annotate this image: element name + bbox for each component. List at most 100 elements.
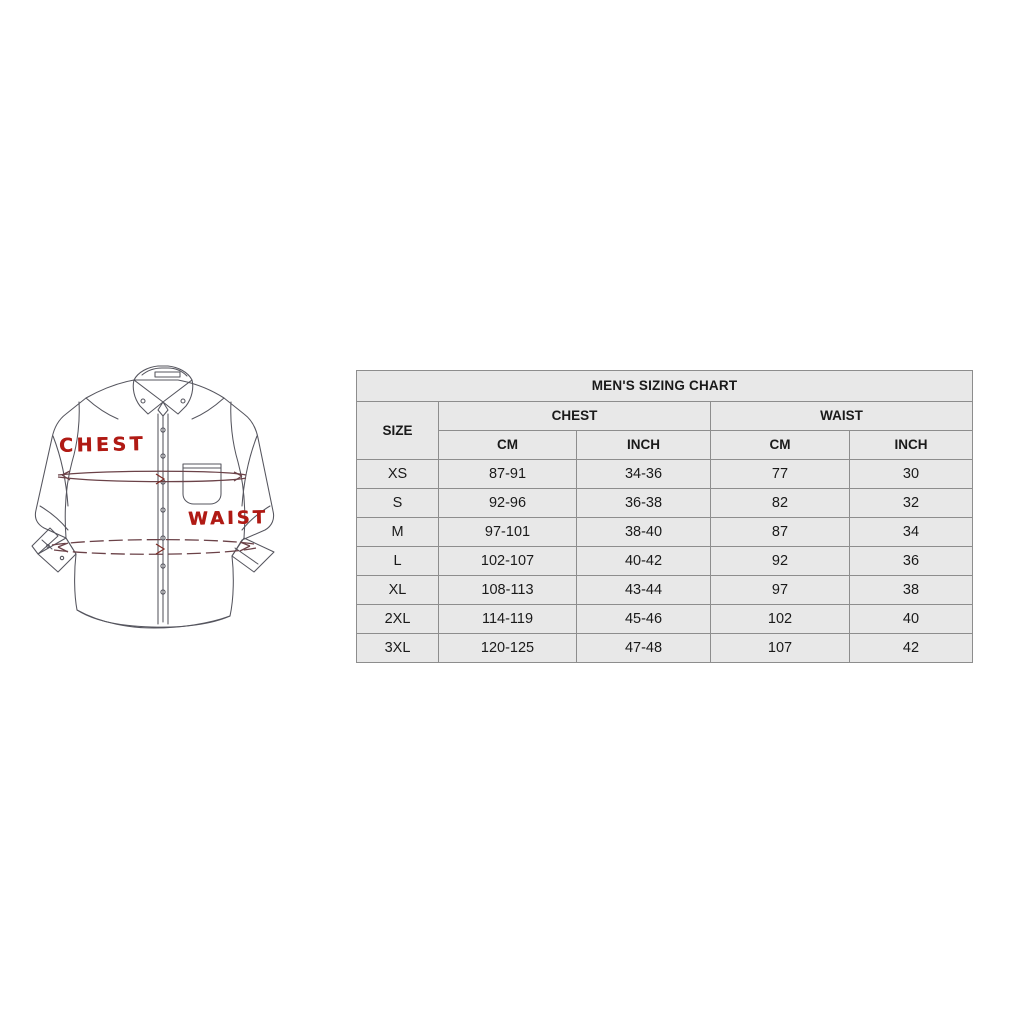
- table-header: MEN'S SIZING CHART SIZE CHEST WAIST CM I…: [356, 370, 973, 460]
- measurement-cell: 40: [849, 604, 973, 634]
- measurement-cell: 92-96: [438, 488, 577, 518]
- shirt-illustration: CHEST WAIST: [22, 358, 342, 654]
- table-unit-row: CM INCH CM INCH: [357, 430, 973, 460]
- measurement-cell: 120-125: [438, 633, 577, 663]
- chest-measure-label: CHEST: [58, 433, 147, 457]
- collar-band: [133, 365, 193, 381]
- waist-measure-label: WAIST: [187, 507, 269, 530]
- collar-button-right: [180, 398, 186, 404]
- measurement-cell: 36: [849, 546, 973, 576]
- front-button-5: [160, 535, 166, 541]
- measurement-cell: 34-36: [576, 459, 711, 489]
- left-sleeve-fold: [52, 435, 69, 507]
- size-cell: L: [356, 546, 439, 576]
- table-row: L 102-107 40-42 92 36: [356, 546, 973, 576]
- left-shoulder-seam: [85, 397, 119, 420]
- table-title-row: MEN'S SIZING CHART: [356, 370, 973, 402]
- collar-right-point: [162, 379, 194, 415]
- shirt-hem: [76, 609, 231, 629]
- table-row: M 97-101 38-40 87 34: [356, 517, 973, 547]
- table-row: 2XL 114-119 45-46 102 40: [356, 604, 973, 634]
- column-header-chest-inch: INCH: [576, 430, 711, 460]
- shirt-body-outline: [34, 379, 275, 628]
- measurement-cell: 34: [849, 517, 973, 547]
- left-armhole-seam: [64, 401, 80, 539]
- measurement-cell: 38: [849, 575, 973, 605]
- collar-left-point: [132, 379, 164, 415]
- measurement-cell: 40-42: [576, 546, 711, 576]
- chest-pocket: [182, 463, 222, 505]
- collar-band-inner: [141, 367, 188, 377]
- column-group-waist: WAIST: [710, 401, 973, 431]
- measurement-cell: 97: [710, 575, 850, 605]
- front-button-2: [160, 453, 166, 459]
- size-cell: M: [356, 517, 439, 547]
- column-header-chest-cm: CM: [438, 430, 577, 460]
- collar-knot: [157, 401, 169, 417]
- front-button-4: [160, 507, 166, 513]
- measurement-cell: 114-119: [438, 604, 577, 634]
- size-cell: XS: [356, 459, 439, 489]
- measurement-cell: 36-38: [576, 488, 711, 518]
- size-cell: 2XL: [356, 604, 439, 634]
- right-cuff-fold-line: [234, 547, 259, 565]
- chest-arrow-left: [61, 470, 71, 481]
- left-cuff-button-secondary: [46, 544, 50, 548]
- measurement-cell: 107: [710, 633, 850, 663]
- left-sleeve-crease: [39, 505, 69, 531]
- measurement-cell: 102-107: [438, 546, 577, 576]
- measurement-cell: 87: [710, 517, 850, 547]
- waist-arrow-left: [57, 542, 69, 553]
- column-header-waist-inch: INCH: [849, 430, 973, 460]
- front-button-6: [160, 563, 166, 569]
- waist-measure-line: [51, 538, 257, 555]
- shirt-line-drawing: [31, 365, 275, 629]
- chest-center-arrow: [155, 473, 166, 485]
- measurement-cell: 108-113: [438, 575, 577, 605]
- right-shoulder-seam: [191, 397, 225, 420]
- left-cuff-button: [59, 555, 65, 561]
- size-cell: S: [356, 488, 439, 518]
- left-cuff-placket: [31, 527, 59, 555]
- front-button-7: [160, 589, 166, 595]
- measurement-cell: 77: [710, 459, 850, 489]
- measurement-cell: 97-101: [438, 517, 577, 547]
- measurement-cell: 82: [710, 488, 850, 518]
- right-armhole-seam: [230, 401, 246, 539]
- measurement-cell: 43-44: [576, 575, 711, 605]
- size-cell: XL: [356, 575, 439, 605]
- chest-arrow-right: [233, 471, 243, 482]
- sizing-table-container: MEN'S SIZING CHART SIZE CHEST WAIST CM I…: [356, 370, 973, 663]
- right-sleeve-crease: [241, 505, 271, 531]
- measurement-cell: 47-48: [576, 633, 711, 663]
- right-cuff: [231, 537, 275, 573]
- collar-label: [154, 371, 181, 378]
- column-header-size: SIZE: [356, 401, 439, 460]
- measurement-cell: 42: [849, 633, 973, 663]
- chest-measure-line: [57, 470, 247, 483]
- table-title: MEN'S SIZING CHART: [356, 370, 973, 402]
- left-cuff: [37, 537, 77, 573]
- size-cell: 3XL: [356, 633, 439, 663]
- measurement-cell: 38-40: [576, 517, 711, 547]
- table-row: XL 108-113 43-44 97 38: [356, 575, 973, 605]
- column-group-chest: CHEST: [438, 401, 711, 431]
- column-header-waist-cm: CM: [710, 430, 850, 460]
- table-row: S 92-96 36-38 82 32: [356, 488, 973, 518]
- table-row: XS 87-91 34-36 77 30: [356, 459, 973, 489]
- measurement-cell: 32: [849, 488, 973, 518]
- measurement-cell: 87-91: [438, 459, 577, 489]
- right-sleeve-fold: [241, 435, 258, 507]
- measurement-cell: 30: [849, 459, 973, 489]
- table-row: 3XL 120-125 47-48 107 42: [356, 633, 973, 663]
- waist-center-arrow: [155, 543, 166, 555]
- waist-arrow-right: [239, 541, 251, 552]
- front-button-1: [160, 427, 166, 433]
- measurement-cell: 45-46: [576, 604, 711, 634]
- table-body: XS 87-91 34-36 77 30 S 92-96 36-38 82 32 M 97-101 38…: [356, 459, 973, 663]
- measurement-cell: 102: [710, 604, 850, 634]
- mens-sizing-table: MEN'S SIZING CHART SIZE CHEST WAIST CM I…: [356, 370, 973, 663]
- measurement-cell: 92: [710, 546, 850, 576]
- collar-button-left: [140, 398, 146, 404]
